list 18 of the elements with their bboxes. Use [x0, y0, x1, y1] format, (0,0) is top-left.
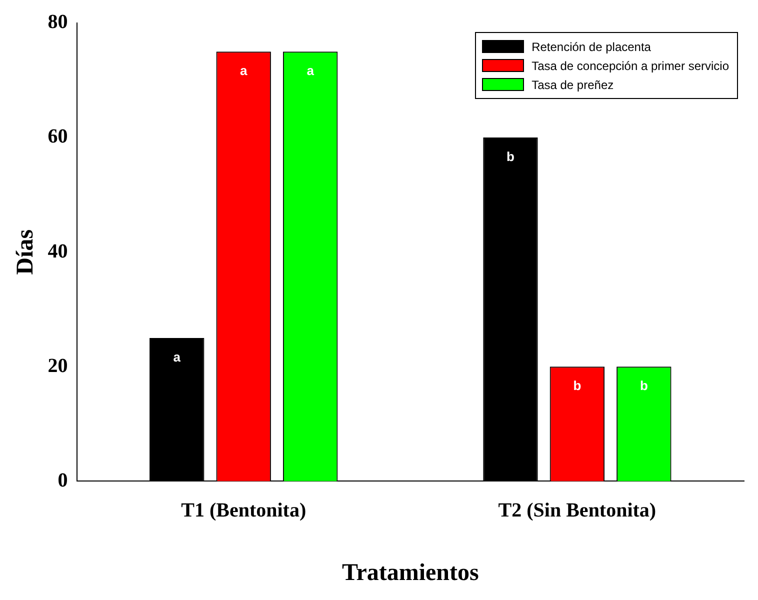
x-tick-label: T2 (Sin Bentonita) [498, 499, 656, 522]
data-label: b [506, 149, 515, 164]
legend-label: Tasa de concepción a primer servicio [532, 58, 729, 72]
y-tick-label: 0 [58, 469, 68, 492]
y-tick-label: 80 [48, 11, 68, 34]
data-label: b [573, 378, 582, 394]
legend-label: Tasa de preñez [532, 78, 614, 92]
y-tick-label: 40 [48, 240, 68, 262]
data-label: a [240, 63, 248, 78]
x-axis-title: Tratamientos [342, 560, 479, 586]
y-axis-title: Días [12, 229, 39, 275]
data-label: b [640, 378, 648, 394]
y-tick-label: 60 [48, 126, 68, 148]
data-label: a [173, 350, 182, 365]
legend-label: Retención de placenta [532, 40, 651, 54]
x-tick-label: T1 (Bentonita) [181, 499, 306, 522]
y-tick-label: 20 [48, 354, 68, 377]
data-label: a [306, 63, 315, 78]
